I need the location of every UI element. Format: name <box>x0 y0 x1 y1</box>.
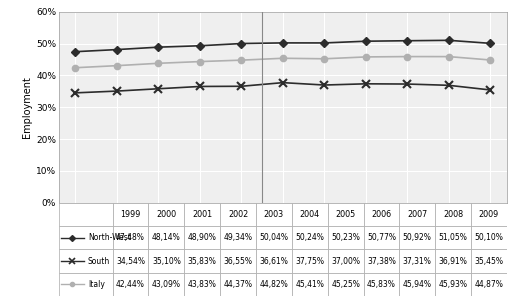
Text: 50,24%: 50,24% <box>295 233 324 242</box>
Bar <box>364 273 399 296</box>
Text: 43,83%: 43,83% <box>188 280 217 289</box>
Text: 2004: 2004 <box>300 210 320 219</box>
Bar <box>256 226 292 249</box>
Bar <box>471 249 507 273</box>
Text: 50,04%: 50,04% <box>260 233 288 242</box>
Text: Italy: Italy <box>88 280 105 289</box>
Bar <box>256 203 292 226</box>
Bar <box>399 249 435 273</box>
Text: 42,44%: 42,44% <box>116 280 145 289</box>
Bar <box>292 203 328 226</box>
Bar <box>148 249 184 273</box>
Bar <box>59 203 113 226</box>
Bar <box>471 203 507 226</box>
Text: 36,61%: 36,61% <box>260 257 288 266</box>
Text: 36,55%: 36,55% <box>224 257 252 266</box>
Text: 45,83%: 45,83% <box>367 280 396 289</box>
Text: 50,77%: 50,77% <box>367 233 396 242</box>
Text: 50,10%: 50,10% <box>475 233 503 242</box>
Bar <box>184 226 220 249</box>
Bar <box>328 203 364 226</box>
Text: 44,82%: 44,82% <box>260 280 288 289</box>
Bar <box>435 249 471 273</box>
Bar <box>59 249 113 273</box>
Bar <box>184 249 220 273</box>
Text: 45,93%: 45,93% <box>439 280 467 289</box>
Text: 2008: 2008 <box>443 210 463 219</box>
Text: 2006: 2006 <box>371 210 392 219</box>
Bar <box>364 203 399 226</box>
Text: 1999: 1999 <box>120 210 141 219</box>
Bar <box>471 273 507 296</box>
Bar <box>292 273 328 296</box>
Bar <box>113 249 148 273</box>
Text: 37,00%: 37,00% <box>331 257 360 266</box>
Bar <box>148 273 184 296</box>
Text: 49,34%: 49,34% <box>224 233 252 242</box>
Text: 50,92%: 50,92% <box>403 233 432 242</box>
Bar <box>256 273 292 296</box>
Bar <box>59 273 113 296</box>
Bar <box>399 226 435 249</box>
Bar <box>113 203 148 226</box>
Text: 35,83%: 35,83% <box>188 257 217 266</box>
Bar <box>184 203 220 226</box>
Bar <box>328 249 364 273</box>
Text: 45,25%: 45,25% <box>331 280 360 289</box>
Bar <box>256 249 292 273</box>
Text: 48,90%: 48,90% <box>188 233 217 242</box>
Bar <box>435 203 471 226</box>
Bar <box>148 203 184 226</box>
Bar <box>328 226 364 249</box>
Bar <box>148 226 184 249</box>
Bar <box>184 273 220 296</box>
Text: 44,37%: 44,37% <box>224 280 252 289</box>
Text: 47,48%: 47,48% <box>116 233 145 242</box>
Bar <box>399 273 435 296</box>
Bar <box>292 226 328 249</box>
Text: 43,09%: 43,09% <box>152 280 181 289</box>
Text: 2001: 2001 <box>192 210 212 219</box>
Bar <box>59 226 113 249</box>
Bar <box>220 226 256 249</box>
Text: 37,75%: 37,75% <box>295 257 324 266</box>
Text: 48,14%: 48,14% <box>152 233 181 242</box>
Bar <box>471 226 507 249</box>
Bar <box>399 203 435 226</box>
Text: 2005: 2005 <box>335 210 356 219</box>
Text: 34,54%: 34,54% <box>116 257 145 266</box>
Text: 35,45%: 35,45% <box>475 257 503 266</box>
Bar <box>292 249 328 273</box>
Bar <box>435 273 471 296</box>
Text: 37,38%: 37,38% <box>367 257 396 266</box>
Text: 50,23%: 50,23% <box>331 233 360 242</box>
Text: South: South <box>88 257 110 266</box>
Bar <box>220 273 256 296</box>
Text: 45,41%: 45,41% <box>295 280 324 289</box>
Bar <box>220 203 256 226</box>
Bar <box>435 226 471 249</box>
Bar <box>220 249 256 273</box>
Y-axis label: Employment: Employment <box>22 76 32 138</box>
Text: 37,31%: 37,31% <box>403 257 432 266</box>
Bar <box>113 273 148 296</box>
Text: 51,05%: 51,05% <box>439 233 467 242</box>
Text: 2000: 2000 <box>156 210 177 219</box>
Bar <box>364 249 399 273</box>
Text: 2002: 2002 <box>228 210 248 219</box>
Text: 45,94%: 45,94% <box>403 280 432 289</box>
Text: 44,87%: 44,87% <box>475 280 503 289</box>
Text: 2009: 2009 <box>479 210 499 219</box>
Text: 36,91%: 36,91% <box>439 257 467 266</box>
Bar <box>364 226 399 249</box>
Bar <box>113 226 148 249</box>
Text: 2007: 2007 <box>407 210 428 219</box>
Bar <box>328 273 364 296</box>
Text: 35,10%: 35,10% <box>152 257 181 266</box>
Text: North-West: North-West <box>88 233 131 242</box>
Text: 2003: 2003 <box>264 210 284 219</box>
